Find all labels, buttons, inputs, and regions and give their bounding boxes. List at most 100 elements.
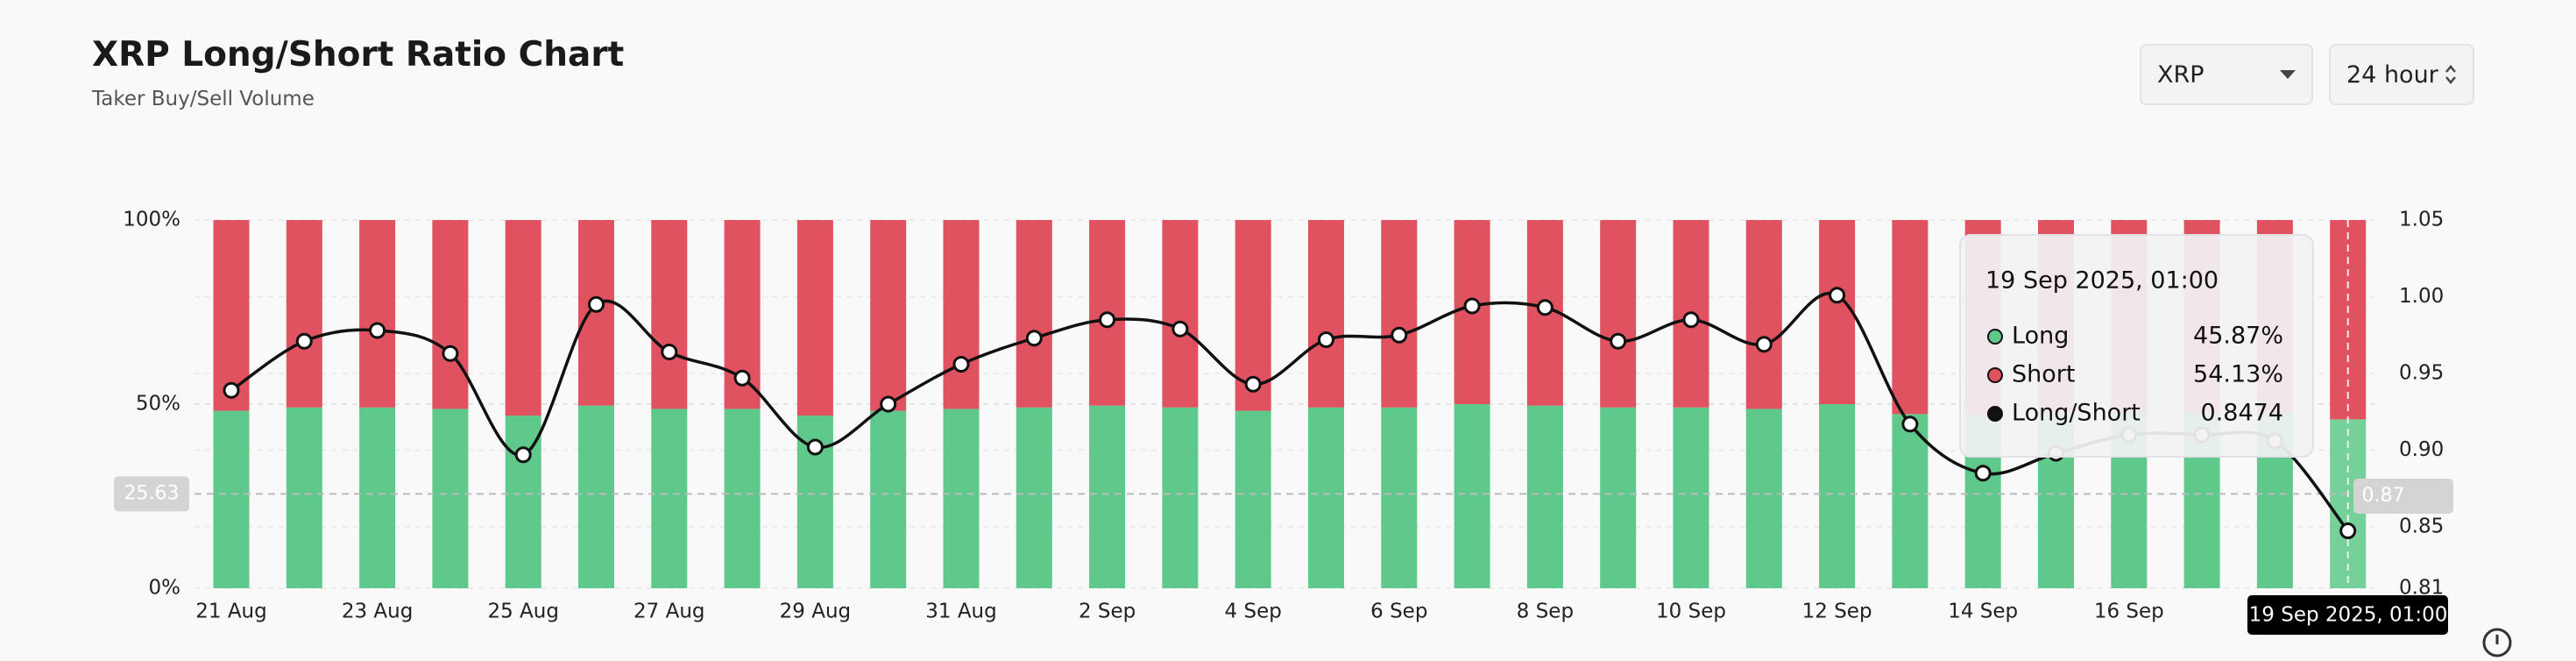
bar-short xyxy=(359,220,396,408)
ratio-point xyxy=(1171,320,1189,338)
x-tick-label: 14 Sep xyxy=(1948,601,2018,623)
ratio-point xyxy=(514,446,532,464)
bar-long xyxy=(724,409,761,588)
bar-short xyxy=(1308,220,1344,408)
bar-long xyxy=(1819,404,1856,588)
tooltip-series-name: Long xyxy=(2012,323,2069,350)
bar-long xyxy=(943,409,980,588)
y2-tick-label: 0.95 xyxy=(2399,362,2444,385)
x-tick-label: 25 Aug xyxy=(487,601,559,623)
bar-short xyxy=(213,220,250,411)
ratio-point xyxy=(1318,331,1334,348)
ratio-point xyxy=(1025,330,1043,347)
bar-long xyxy=(359,407,396,588)
tooltip-series-name: Short xyxy=(2012,361,2075,388)
ratio-point xyxy=(661,344,678,360)
bar-long xyxy=(1454,404,1490,588)
ratio-point xyxy=(1391,326,1408,344)
x-tick-label: 23 Aug xyxy=(342,601,414,623)
bar-short xyxy=(286,220,322,408)
ratio-point xyxy=(1974,465,1992,482)
ratio-point xyxy=(1536,299,1553,316)
bar-long xyxy=(1235,410,1271,588)
bar-long xyxy=(1308,407,1344,588)
bar-short xyxy=(943,220,980,409)
bar-long xyxy=(432,409,469,588)
bar-short xyxy=(870,220,907,411)
tooltip-swatch xyxy=(1987,367,2003,383)
tooltip-value: 0.8474 xyxy=(2201,400,2283,427)
y2-tick-label: 1.00 xyxy=(2399,285,2444,308)
ratio-point xyxy=(952,356,970,373)
ratio-point xyxy=(1244,375,1262,393)
x-tick-label: 16 Sep xyxy=(2094,601,2164,623)
bar-long xyxy=(1600,407,1637,588)
bar-short xyxy=(432,220,469,409)
y2-tick-label: 0.90 xyxy=(2399,438,2444,461)
tooltip: 19 Sep 2025, 01:00 Long 45.87% Short 54.13% L… xyxy=(1959,234,2314,458)
ratio-point xyxy=(223,381,240,399)
ratio-point xyxy=(442,345,459,362)
page-title: XRP Long/Short Ratio Chart xyxy=(92,35,625,75)
stepper-icon xyxy=(2445,65,2456,84)
bar-long xyxy=(213,410,250,588)
symbol-select[interactable]: XRP xyxy=(2140,44,2313,105)
ratio-point xyxy=(295,332,313,350)
bar-long xyxy=(651,409,688,588)
bar-long xyxy=(578,405,614,588)
x-tick-label: 8 Sep xyxy=(1517,601,1574,623)
ratio-point xyxy=(880,395,897,413)
tooltip-box xyxy=(1959,234,2314,458)
bar-long xyxy=(870,410,907,588)
ratio-point xyxy=(1610,332,1627,350)
bar-long xyxy=(286,407,322,588)
tooltip-series-name: Long/Short xyxy=(2012,400,2141,427)
tooltip-swatch xyxy=(1987,406,2003,422)
bar-long xyxy=(1745,409,1782,588)
info-icon[interactable] xyxy=(2482,628,2512,657)
crosshair-y2-label: 0.87 xyxy=(2362,485,2405,507)
bar-long xyxy=(1162,407,1199,588)
bar-long xyxy=(1381,407,1418,588)
x-tick-label: 29 Aug xyxy=(780,601,852,623)
bar-long xyxy=(1016,407,1052,588)
ratio-point xyxy=(733,369,751,387)
ratio-point xyxy=(1755,336,1773,353)
crosshair-y-label: 25.63 xyxy=(124,482,180,504)
ratio-point xyxy=(1682,311,1700,329)
page-subtitle: Taker Buy/Sell Volume xyxy=(92,88,315,110)
x-tick-label: 27 Aug xyxy=(633,601,705,623)
dropdown-caret xyxy=(2280,70,2296,79)
bar-short xyxy=(1162,220,1199,408)
crosshair-y2-box xyxy=(2353,479,2453,514)
bar-short xyxy=(1892,220,1928,415)
tooltip-value: 54.13% xyxy=(2193,361,2283,388)
x-tick-label: 12 Sep xyxy=(1802,601,1872,623)
y2-tick-label: 1.05 xyxy=(2399,209,2444,231)
ratio-point xyxy=(369,322,386,339)
bar-short xyxy=(578,220,614,406)
crosshair-x-label: 19 Sep 2025, 01:00 xyxy=(2249,604,2448,627)
tooltip-swatch xyxy=(1987,329,2003,345)
symbol-value: XRP xyxy=(2157,60,2204,89)
bar-short xyxy=(1600,220,1637,408)
bar-short xyxy=(1819,220,1856,404)
ratio-point xyxy=(2339,522,2357,540)
interval-select[interactable]: 24 hour xyxy=(2329,44,2474,105)
ratio-point xyxy=(1463,297,1481,315)
x-tick-label: 4 Sep xyxy=(1225,601,1282,623)
ratio-point xyxy=(806,438,824,456)
bar-long xyxy=(1089,405,1126,588)
y-tick-label: 100% xyxy=(123,209,180,231)
x-tick-label: 31 Aug xyxy=(925,601,997,623)
bar-short xyxy=(796,220,833,416)
bar-short xyxy=(1745,220,1782,409)
tooltip-title: 19 Sep 2025, 01:00 xyxy=(1985,267,2219,295)
bar-long xyxy=(1673,407,1709,588)
x-tick-label: 6 Sep xyxy=(1370,601,1427,623)
y2-tick-label: 0.85 xyxy=(2399,515,2444,538)
interval-value: 24 hour xyxy=(2346,60,2438,89)
ratio-point xyxy=(1099,311,1116,329)
